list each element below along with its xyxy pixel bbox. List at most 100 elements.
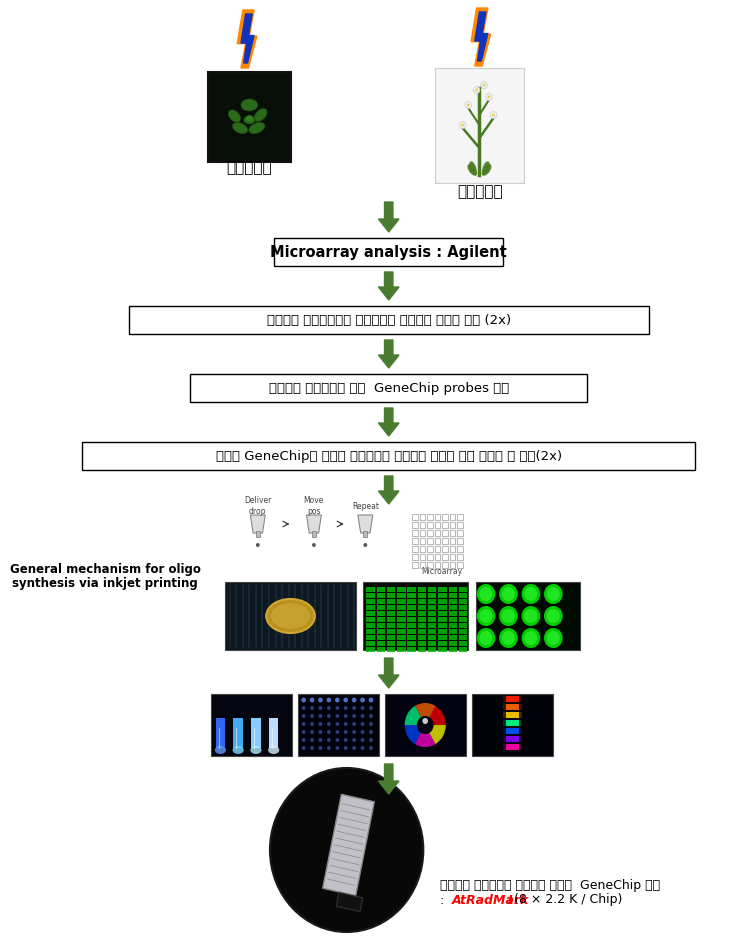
Bar — [387, 599, 395, 604]
Circle shape — [480, 587, 493, 601]
Ellipse shape — [254, 109, 267, 121]
Bar — [503, 696, 521, 702]
Circle shape — [327, 738, 330, 742]
Polygon shape — [471, 8, 491, 66]
Bar — [420, 522, 425, 528]
Bar — [190, 374, 588, 402]
Bar — [428, 617, 436, 622]
Bar — [436, 68, 524, 183]
Circle shape — [547, 609, 560, 623]
Circle shape — [310, 746, 314, 750]
Bar — [397, 647, 406, 652]
Bar — [407, 617, 416, 622]
Circle shape — [482, 84, 485, 86]
Bar — [428, 587, 436, 592]
Bar — [434, 562, 440, 568]
Ellipse shape — [215, 746, 226, 754]
Bar — [366, 587, 375, 592]
Circle shape — [327, 730, 330, 734]
Bar — [434, 538, 440, 544]
Circle shape — [310, 738, 314, 742]
Circle shape — [360, 706, 365, 710]
Circle shape — [499, 628, 518, 648]
Bar — [274, 238, 503, 266]
FancyArrow shape — [379, 658, 399, 688]
Circle shape — [360, 714, 365, 718]
Circle shape — [467, 103, 469, 106]
Text: synthesis via inkjet printing: synthesis via inkjet printing — [12, 576, 198, 589]
Bar — [417, 587, 426, 592]
Bar — [376, 635, 385, 640]
Bar — [407, 587, 416, 592]
Circle shape — [360, 746, 365, 750]
Bar — [449, 635, 457, 640]
Circle shape — [319, 738, 322, 742]
Circle shape — [521, 584, 540, 604]
Bar — [397, 629, 406, 634]
Bar — [442, 514, 447, 520]
Circle shape — [327, 746, 330, 750]
FancyArrow shape — [379, 476, 399, 504]
Circle shape — [319, 706, 322, 710]
Circle shape — [521, 628, 540, 648]
Circle shape — [344, 722, 347, 726]
Bar — [428, 623, 436, 628]
Circle shape — [256, 543, 260, 547]
Wedge shape — [425, 725, 446, 744]
Text: General mechanism for oligo: General mechanism for oligo — [10, 563, 201, 576]
Bar — [412, 554, 417, 560]
Ellipse shape — [243, 116, 255, 124]
Circle shape — [544, 584, 563, 604]
Circle shape — [521, 606, 540, 626]
Bar — [503, 728, 521, 734]
Bar — [363, 582, 469, 650]
Circle shape — [310, 722, 314, 726]
Polygon shape — [358, 515, 373, 533]
Ellipse shape — [482, 162, 490, 175]
Bar — [397, 611, 406, 616]
Bar — [450, 514, 455, 520]
Bar — [407, 593, 416, 598]
Bar — [417, 611, 426, 616]
Circle shape — [488, 96, 491, 99]
Bar — [428, 599, 436, 604]
Bar — [376, 587, 385, 592]
Bar — [417, 635, 426, 640]
Bar — [412, 538, 417, 544]
Circle shape — [368, 697, 374, 702]
Bar — [459, 623, 467, 628]
Text: 제작된 GeneChip을 이용한 생육시기별 특이반응 유전자 발현 재검정 및 선별(2x): 제작된 GeneChip을 이용한 생육시기별 특이반응 유전자 발현 재검정 … — [216, 449, 562, 462]
Text: Move
pos: Move pos — [303, 496, 324, 516]
Circle shape — [302, 738, 306, 742]
Polygon shape — [241, 14, 254, 63]
Circle shape — [327, 722, 330, 726]
Bar — [427, 538, 433, 544]
Text: I: I — [507, 894, 512, 906]
Ellipse shape — [250, 746, 262, 754]
Circle shape — [369, 706, 373, 710]
Circle shape — [352, 714, 356, 718]
Text: 애기장대 생육시기별 특이반응 유전자  GeneChip 제작: 애기장대 생육시기별 특이반응 유전자 GeneChip 제작 — [440, 879, 660, 891]
Bar — [427, 514, 433, 520]
Text: 생식생장기: 생식생장기 — [458, 184, 503, 199]
Bar — [439, 647, 447, 652]
Bar — [412, 522, 417, 528]
Bar — [407, 605, 416, 610]
Circle shape — [336, 714, 339, 718]
Circle shape — [360, 697, 365, 702]
Circle shape — [480, 609, 493, 623]
Circle shape — [344, 746, 347, 750]
Circle shape — [312, 543, 316, 547]
Bar — [459, 617, 467, 622]
Bar — [449, 587, 457, 592]
Bar — [216, 718, 225, 748]
Bar — [417, 629, 426, 634]
Bar — [457, 554, 463, 560]
Bar — [450, 530, 455, 536]
Circle shape — [352, 722, 356, 726]
Circle shape — [319, 730, 322, 734]
Wedge shape — [405, 706, 425, 725]
Bar — [449, 641, 457, 646]
Circle shape — [369, 698, 373, 702]
Bar — [457, 538, 463, 544]
